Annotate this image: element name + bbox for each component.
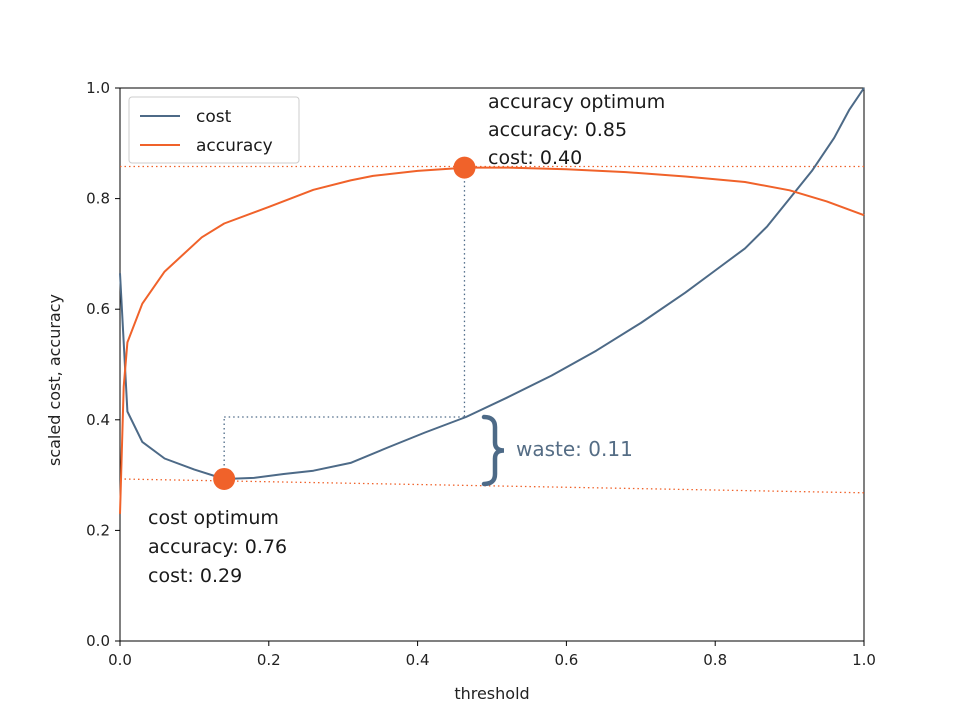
y-tick-label: 1.0 <box>86 79 110 97</box>
cost-optimum-accuracy: accuracy: 0.76 <box>148 536 287 558</box>
x-tick-label: 0.6 <box>554 651 578 669</box>
x-axis-label: threshold <box>454 684 529 703</box>
y-tick-label: 0.8 <box>86 190 110 208</box>
plot-frame <box>120 88 864 641</box>
cost-optimum-cost: cost: 0.29 <box>148 565 242 587</box>
x-tick-label: 0.4 <box>406 651 430 669</box>
y-tick-label: 0.0 <box>86 632 110 650</box>
x-tick-label: 0.8 <box>703 651 727 669</box>
y-tick-label: 0.6 <box>86 300 110 318</box>
legend-label-cost: cost <box>196 107 232 127</box>
x-tick-label: 0.0 <box>108 651 132 669</box>
accuracy-optimum-title: accuracy optimum <box>488 91 665 113</box>
legend-label-accuracy: accuracy <box>196 136 273 156</box>
series-line-accuracy <box>120 168 864 514</box>
cost-optimum-title: cost optimum <box>148 507 279 529</box>
accuracy-optimum-accuracy: accuracy: 0.85 <box>488 119 627 141</box>
y-tick-label: 0.4 <box>86 411 110 429</box>
waste-brace <box>484 417 504 484</box>
y-tick-label: 0.2 <box>86 521 110 539</box>
legend: cost accuracy <box>129 97 299 163</box>
y-axis-label: scaled cost, accuracy <box>45 294 64 466</box>
accuracy-optimum-marker <box>453 157 475 179</box>
x-tick-label: 0.2 <box>257 651 281 669</box>
accuracy-optimum-cost: cost: 0.40 <box>488 147 582 169</box>
cost-optimum-marker <box>213 468 235 490</box>
x-tick-label: 1.0 <box>852 651 876 669</box>
waste-label: waste: 0.11 <box>516 437 633 461</box>
